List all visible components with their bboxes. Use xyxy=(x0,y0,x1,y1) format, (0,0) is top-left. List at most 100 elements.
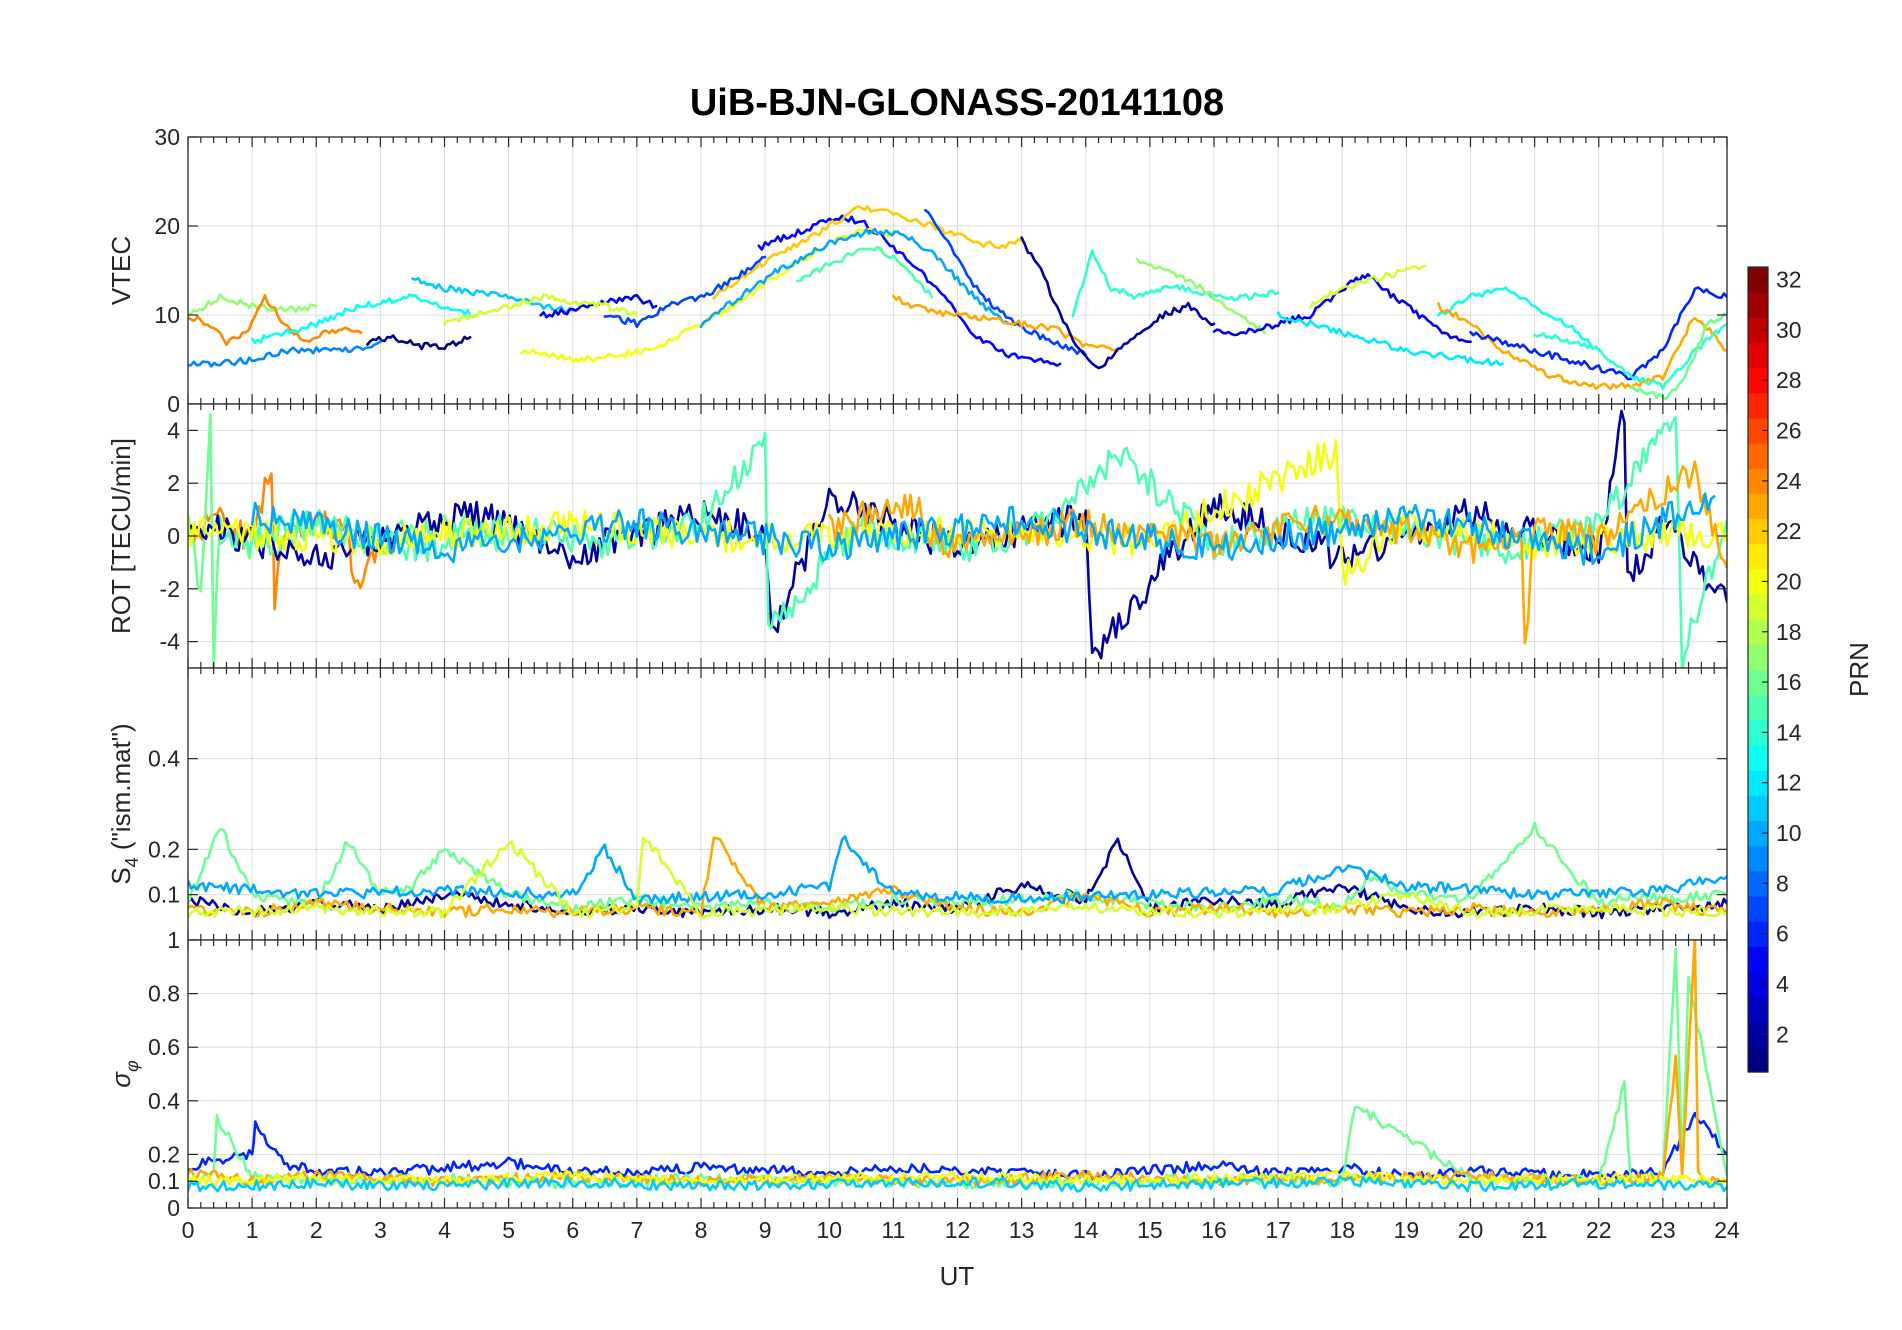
colorbar-segment xyxy=(1748,921,1768,947)
panel-3: 00.10.2 0.4 0.6 0.8 1 σφ xyxy=(106,927,1728,1221)
series-prn-24 xyxy=(188,294,363,347)
colorbar-tick-label: 28 xyxy=(1776,367,1802,393)
y-axis-label-text: S4 ("ism.mat") xyxy=(106,723,142,884)
colorbar-tick-label: 32 xyxy=(1776,267,1802,293)
colorbar-tick-label: 2 xyxy=(1776,1021,1789,1047)
x-tick-label: 24 xyxy=(1714,1217,1740,1243)
colorbar-segment xyxy=(1748,543,1768,570)
y-tick-label: 1 xyxy=(167,927,180,953)
y-axis-label-text: σφ xyxy=(106,1060,142,1088)
y-tick-label: 2 xyxy=(167,470,180,496)
x-tick-label: 4 xyxy=(438,1217,451,1243)
colorbar-tick-label: 26 xyxy=(1776,418,1802,444)
y-tick-label: 0 xyxy=(167,391,180,417)
y-tick-label: 0.6 xyxy=(148,1034,180,1060)
colorbar-label: PRN xyxy=(1844,642,1874,697)
series-prn-23 xyxy=(188,836,1727,919)
series-prn-11 xyxy=(411,276,575,314)
colorbar-segment xyxy=(1748,568,1768,595)
series-prn-10 xyxy=(188,835,1727,905)
colorbar-segment xyxy=(1748,719,1768,746)
y-axis-label-text: VTEC xyxy=(106,236,136,305)
colorbar-segment xyxy=(1748,694,1768,721)
y-axis-label: ROT [TECU/min] xyxy=(106,438,136,634)
colorbar-segment xyxy=(1748,669,1768,696)
series-prn-17 xyxy=(188,293,318,316)
series-prn-13 xyxy=(250,293,478,345)
colorbar-segment xyxy=(1748,1021,1768,1048)
x-tick-label: 22 xyxy=(1586,1217,1612,1243)
y-tick-label: -2 xyxy=(160,576,180,602)
x-tick-label: 21 xyxy=(1522,1217,1548,1243)
colorbar-tick-label: 18 xyxy=(1776,619,1802,645)
colorbar-segment xyxy=(1748,820,1768,847)
x-tick-label: 1 xyxy=(246,1217,259,1243)
x-tick-label: 13 xyxy=(1009,1217,1035,1243)
colorbar-segment xyxy=(1748,996,1768,1023)
x-axis-label: UT xyxy=(940,1261,975,1291)
panel-0: 0 10 20 30 VTEC xyxy=(106,124,1728,417)
y-axis-label: σφ xyxy=(106,1060,142,1088)
colorbar-segment xyxy=(1748,292,1768,318)
traces xyxy=(188,940,1727,1193)
series-prn-14 xyxy=(1533,322,1727,391)
x-tick-label: 10 xyxy=(816,1217,842,1243)
x-tick-label: 18 xyxy=(1329,1217,1355,1243)
y-tick-label: 0.2 xyxy=(148,1141,180,1167)
series-prn-4 xyxy=(1212,273,1472,343)
x-tick-label: 7 xyxy=(630,1217,643,1243)
y-tick-label: 4 xyxy=(167,417,180,443)
x-tick-label: 8 xyxy=(695,1217,708,1243)
series-prn-9 xyxy=(188,340,382,368)
x-tick-label: 5 xyxy=(502,1217,515,1243)
colorbar-segment xyxy=(1748,795,1768,822)
x-tick-label: 14 xyxy=(1073,1217,1099,1243)
series-prn-7 xyxy=(924,208,1088,357)
series-prn-19 xyxy=(1308,264,1427,309)
colorbar-tick-label: 30 xyxy=(1776,317,1802,343)
y-tick-label: 0.4 xyxy=(148,746,180,772)
y-tick-label: 0.1 xyxy=(148,882,180,908)
series-prn-16 xyxy=(188,821,1727,915)
y-tick-label: 10 xyxy=(154,302,180,328)
x-tick-label: 23 xyxy=(1650,1217,1676,1243)
y-axis-label-text: ROT [TECU/min] xyxy=(106,438,136,634)
x-tick-label: 6 xyxy=(566,1217,579,1243)
colorbar-tick-label: 10 xyxy=(1776,820,1802,846)
y-tick-label: 30 xyxy=(154,124,180,150)
series-prn-2 xyxy=(1020,236,1216,370)
colorbar-tick-label: 8 xyxy=(1776,870,1789,896)
x-tick-label: 11 xyxy=(881,1217,905,1243)
colorbar-segment xyxy=(1748,392,1768,419)
traces xyxy=(188,409,1727,668)
colorbar-segment xyxy=(1748,594,1768,620)
colorbar-segment xyxy=(1748,845,1768,872)
colorbar-tick-label: 4 xyxy=(1776,971,1789,997)
y-axis-label: VTEC xyxy=(106,236,136,305)
colorbar-tick-label: 14 xyxy=(1776,719,1802,745)
series-prn-10 xyxy=(250,492,1716,566)
series-prn-19 xyxy=(188,836,1727,919)
series-prn-11 xyxy=(188,1175,1727,1193)
series-prn-17 xyxy=(1135,257,1267,335)
colorbar-segment xyxy=(1748,619,1768,645)
colorbar-segment xyxy=(1748,518,1768,545)
panel-2: 0.1 0.2 0.4S4 ("ism.mat") xyxy=(106,667,1728,941)
colorbar-tick-label: 16 xyxy=(1776,669,1802,695)
colorbar-segment xyxy=(1748,770,1768,796)
y-tick-label: 0.4 xyxy=(148,1088,180,1114)
colorbar-segment xyxy=(1748,971,1768,998)
colorbar-segment xyxy=(1748,367,1768,394)
colorbar-segment xyxy=(1748,870,1768,897)
y-tick-label: 0 xyxy=(167,1195,180,1221)
x-tick-label: 0 xyxy=(182,1217,195,1243)
traces xyxy=(188,205,1727,401)
series-prn-22 xyxy=(712,205,1023,300)
series-prn-16 xyxy=(1629,312,1727,401)
panel-1: -4 -2 0 2 4 ROT [TECU/min] xyxy=(106,403,1728,669)
y-tick-label: -4 xyxy=(160,629,181,655)
series-prn-19 xyxy=(443,293,639,326)
x-tick-label: 16 xyxy=(1201,1217,1227,1243)
